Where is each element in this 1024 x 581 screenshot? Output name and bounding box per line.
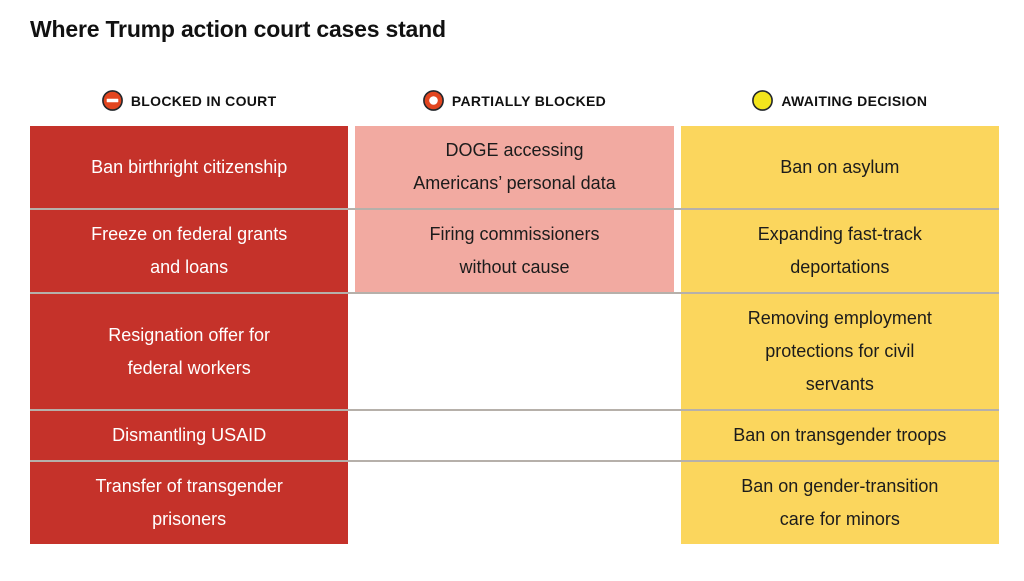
legend-item-awaiting-decision: AWAITING DECISION xyxy=(681,90,999,111)
table-cell-empty xyxy=(355,411,673,460)
table-cell: Resignation offer for federal workers xyxy=(30,294,349,409)
table-cell: Ban on gender-transition care for minors xyxy=(680,462,999,544)
table-cell: Ban on transgender troops xyxy=(680,411,999,460)
table-cell: Freeze on federal grants and loans xyxy=(30,210,349,292)
table-cell-empty xyxy=(355,462,673,544)
table-row: Dismantling USAID Ban on transgender tro… xyxy=(30,411,999,462)
table-cell: Firing commissioners without cause xyxy=(355,210,674,292)
page-title: Where Trump action court cases stand xyxy=(30,16,446,42)
table-cell: Dismantling USAID xyxy=(30,411,349,460)
table-row: Resignation offer for federal workers Re… xyxy=(30,294,999,411)
legend-item-partially-blocked: PARTIALLY BLOCKED xyxy=(355,90,673,111)
table-row: Transfer of transgender prisoners Ban on… xyxy=(30,462,999,544)
table-cell: Ban birthright citizenship xyxy=(30,126,349,208)
no-entry-icon xyxy=(101,90,123,111)
table-cell: DOGE accessing Americans’ personal data xyxy=(355,126,674,208)
legend-label: PARTIALLY BLOCKED xyxy=(451,92,607,109)
table-cell: Removing employment protections for civi… xyxy=(680,294,999,409)
table-cell-empty xyxy=(355,294,673,409)
table-row: Ban birthright citizenship DOGE accessin… xyxy=(30,126,999,210)
circle-icon xyxy=(752,90,774,111)
table-cell: Expanding fast-track deportations xyxy=(680,210,999,292)
table-cell: Ban on asylum xyxy=(680,126,999,208)
legend-label: BLOCKED IN COURT xyxy=(130,92,277,109)
legend-label: AWAITING DECISION xyxy=(781,92,928,109)
legend: BLOCKED IN COURT PARTIALLY BLOCKED AWAIT… xyxy=(30,90,999,111)
ring-icon xyxy=(422,90,444,111)
legend-item-blocked: BLOCKED IN COURT xyxy=(30,90,348,111)
status-table: Ban birthright citizenship DOGE accessin… xyxy=(30,126,999,544)
table-cell: Transfer of transgender prisoners xyxy=(30,462,349,544)
table-row: Freeze on federal grants and loans Firin… xyxy=(30,210,999,294)
